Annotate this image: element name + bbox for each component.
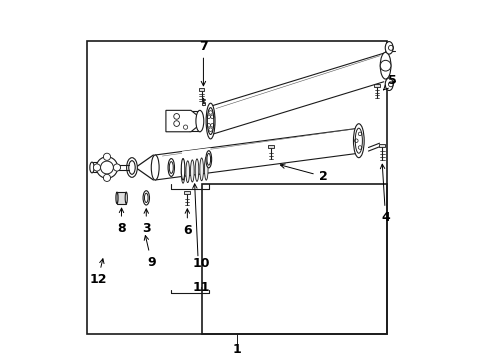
Ellipse shape: [200, 158, 203, 181]
Text: 1: 1: [232, 343, 241, 356]
Ellipse shape: [144, 193, 148, 203]
Ellipse shape: [190, 160, 194, 182]
Polygon shape: [182, 148, 210, 173]
Polygon shape: [165, 111, 200, 132]
Circle shape: [113, 164, 121, 171]
Ellipse shape: [353, 124, 364, 158]
Ellipse shape: [205, 103, 215, 139]
Ellipse shape: [168, 158, 174, 176]
Ellipse shape: [385, 41, 392, 54]
Ellipse shape: [206, 153, 210, 165]
Ellipse shape: [128, 161, 135, 174]
Text: 5: 5: [383, 74, 396, 90]
Text: 4: 4: [380, 164, 389, 224]
Text: 11: 11: [192, 281, 209, 294]
Ellipse shape: [90, 162, 94, 173]
Text: 3: 3: [142, 209, 150, 235]
Bar: [201, 184, 386, 334]
Ellipse shape: [125, 192, 127, 203]
Ellipse shape: [151, 155, 159, 180]
Ellipse shape: [181, 162, 184, 183]
Ellipse shape: [185, 161, 189, 183]
Polygon shape: [117, 192, 126, 203]
Bar: [198, 88, 204, 91]
Ellipse shape: [385, 78, 392, 90]
Bar: [184, 192, 190, 194]
Ellipse shape: [126, 158, 137, 177]
Polygon shape: [208, 53, 383, 135]
Ellipse shape: [204, 157, 207, 180]
Circle shape: [93, 164, 101, 171]
Ellipse shape: [207, 108, 213, 134]
Text: 8: 8: [117, 208, 125, 235]
Text: 9: 9: [144, 235, 156, 269]
Polygon shape: [155, 128, 358, 180]
Bar: [268, 145, 274, 148]
Circle shape: [380, 60, 390, 71]
Text: 10: 10: [192, 257, 209, 270]
Ellipse shape: [196, 111, 203, 132]
Ellipse shape: [116, 192, 118, 203]
Bar: [378, 144, 385, 147]
Circle shape: [96, 157, 118, 178]
Ellipse shape: [143, 191, 149, 205]
Text: 12: 12: [89, 259, 106, 286]
Ellipse shape: [380, 52, 390, 79]
Circle shape: [101, 161, 113, 174]
Ellipse shape: [195, 159, 198, 181]
Ellipse shape: [169, 162, 173, 174]
Ellipse shape: [181, 158, 184, 180]
Ellipse shape: [115, 165, 120, 170]
Ellipse shape: [354, 128, 362, 153]
Text: 2: 2: [280, 164, 327, 183]
Bar: [202, 103, 204, 105]
Text: 6: 6: [183, 209, 191, 237]
Bar: [87, 41, 386, 334]
Circle shape: [103, 153, 110, 160]
Bar: [373, 84, 379, 87]
Text: 7: 7: [199, 40, 207, 86]
Circle shape: [103, 174, 110, 181]
Ellipse shape: [205, 151, 211, 168]
